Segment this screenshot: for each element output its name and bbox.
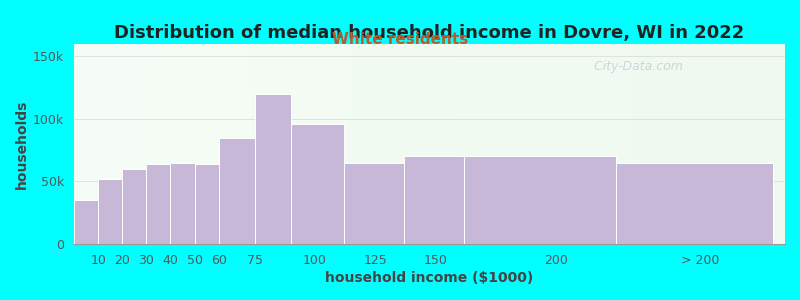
Bar — [146, 164, 170, 244]
Bar — [170, 163, 194, 244]
Title: Distribution of median household income in Dovre, WI in 2022: Distribution of median household income … — [114, 24, 745, 42]
Bar — [465, 156, 616, 244]
Text: City-Data.com: City-Data.com — [586, 60, 682, 73]
Bar — [122, 169, 146, 244]
Bar — [218, 138, 254, 244]
Bar — [404, 156, 465, 244]
Y-axis label: households: households — [15, 99, 29, 188]
Text: White residents: White residents — [332, 32, 468, 46]
Bar — [616, 163, 773, 244]
Bar — [254, 94, 291, 244]
Bar — [291, 124, 344, 244]
Bar — [74, 200, 98, 244]
Bar — [98, 179, 122, 244]
Bar — [194, 164, 218, 244]
X-axis label: household income ($1000): household income ($1000) — [326, 271, 534, 285]
Bar — [344, 163, 404, 244]
